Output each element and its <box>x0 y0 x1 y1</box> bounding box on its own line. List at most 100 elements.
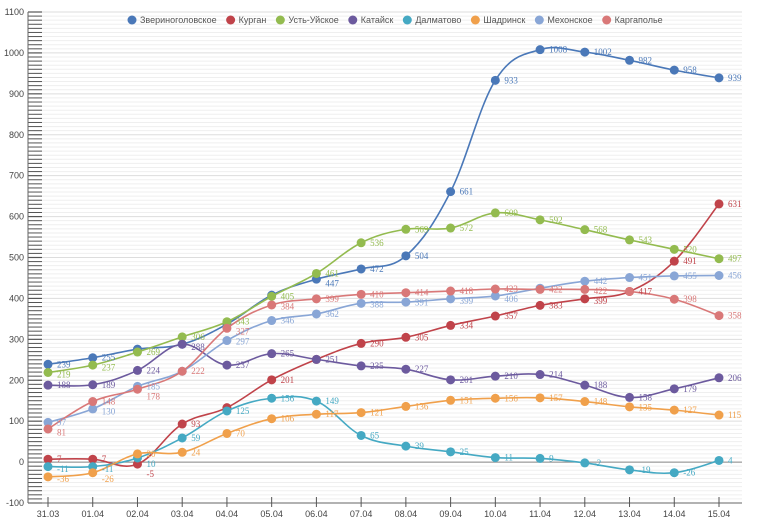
data-label: 239 <box>57 359 71 369</box>
data-point <box>401 288 411 298</box>
data-point <box>669 294 679 304</box>
data-label: 151 <box>460 395 474 405</box>
data-label: 451 <box>639 273 653 283</box>
data-label: 189 <box>102 380 116 390</box>
y-tick-label: 0 <box>19 457 24 467</box>
legend-item[interactable]: Каргаполье <box>602 15 663 25</box>
data-label: 206 <box>728 373 742 383</box>
data-label: 81 <box>57 427 66 437</box>
data-point <box>580 294 590 304</box>
data-point <box>490 371 500 381</box>
data-point <box>714 455 724 465</box>
data-label: 461 <box>325 268 339 278</box>
data-point <box>88 454 98 464</box>
data-point <box>446 447 456 457</box>
data-point <box>356 430 366 440</box>
legend-marker-icon <box>402 15 412 25</box>
legend-item[interactable]: Катайск <box>348 15 393 25</box>
data-point <box>490 453 500 463</box>
data-point <box>535 300 545 310</box>
data-label: 158 <box>639 392 653 402</box>
series-line <box>47 395 720 475</box>
y-tick-label: 300 <box>9 334 24 344</box>
y-tick-label: 400 <box>9 293 24 303</box>
x-tick-label: 15.04 <box>708 509 731 519</box>
data-point <box>669 405 679 415</box>
data-label: 417 <box>639 286 653 296</box>
data-label: 7 <box>57 454 62 464</box>
data-label: 327 <box>236 327 250 337</box>
data-label: 269 <box>146 347 160 357</box>
data-point <box>625 392 635 402</box>
x-tick-label: 07.04 <box>350 509 373 519</box>
data-point <box>177 447 187 457</box>
legend-label: Звериноголовское <box>140 15 217 25</box>
data-point <box>625 235 635 245</box>
legend-item[interactable]: Курган <box>226 15 266 25</box>
data-label: 536 <box>370 238 384 248</box>
data-label: 97 <box>57 417 67 427</box>
data-point <box>625 55 635 65</box>
data-point <box>714 73 724 83</box>
x-tick-label: 02.04 <box>126 509 149 519</box>
series-line <box>47 396 720 478</box>
data-point <box>401 364 411 374</box>
data-label: 399 <box>460 296 474 306</box>
series-5 <box>43 393 724 482</box>
data-point <box>446 320 456 330</box>
y-tick-label: -100 <box>6 498 24 508</box>
data-label: 156 <box>504 393 518 403</box>
x-tick-label: 14.04 <box>663 509 686 519</box>
data-point <box>535 393 545 403</box>
data-point <box>625 286 635 296</box>
data-point <box>580 458 590 468</box>
data-label: -26 <box>683 468 695 478</box>
series-3 <box>43 339 724 402</box>
data-label: 222 <box>191 366 205 376</box>
data-point <box>625 273 635 283</box>
legend-item[interactable]: Далматово <box>402 15 462 25</box>
series-line <box>47 203 720 467</box>
data-point <box>222 323 232 333</box>
legend-item[interactable]: Усть-Уйское <box>275 15 339 25</box>
data-label: 346 <box>281 316 295 326</box>
y-tick-label: 600 <box>9 212 24 222</box>
data-label: 592 <box>549 215 563 225</box>
data-label: 235 <box>370 361 384 371</box>
data-label: 418 <box>460 286 474 296</box>
data-label: 25 <box>460 447 470 457</box>
data-label: 568 <box>594 225 608 235</box>
data-label: 455 <box>683 271 697 281</box>
data-label: 572 <box>460 223 474 233</box>
data-point <box>580 225 590 235</box>
x-tick-label: 11.04 <box>529 509 551 519</box>
data-point <box>356 361 366 371</box>
legend-item[interactable]: Мехонское <box>534 15 593 25</box>
data-label: 157 <box>549 393 563 403</box>
data-point <box>356 238 366 248</box>
legend-marker-icon <box>127 15 137 25</box>
data-point <box>446 395 456 405</box>
data-point <box>222 336 232 346</box>
legend-item[interactable]: Звериноголовское <box>127 15 217 25</box>
data-point <box>446 294 456 304</box>
data-point <box>490 75 500 85</box>
data-label: 422 <box>549 284 563 294</box>
data-label: 219 <box>57 369 71 379</box>
data-label: 178 <box>146 391 160 401</box>
data-point <box>88 468 98 478</box>
data-label: -11 <box>57 464 69 474</box>
data-label: 188 <box>57 380 71 390</box>
data-point <box>177 433 187 443</box>
data-label: 406 <box>504 294 518 304</box>
legend-item[interactable]: Шадринск <box>470 15 526 25</box>
data-label: 121 <box>370 408 384 418</box>
data-label: 20 <box>146 449 156 459</box>
data-label: 358 <box>728 311 742 321</box>
data-point <box>88 397 98 407</box>
data-point <box>222 317 232 327</box>
data-label: 410 <box>370 289 384 299</box>
data-label: 1008 <box>549 45 568 55</box>
data-label: 290 <box>370 338 384 348</box>
